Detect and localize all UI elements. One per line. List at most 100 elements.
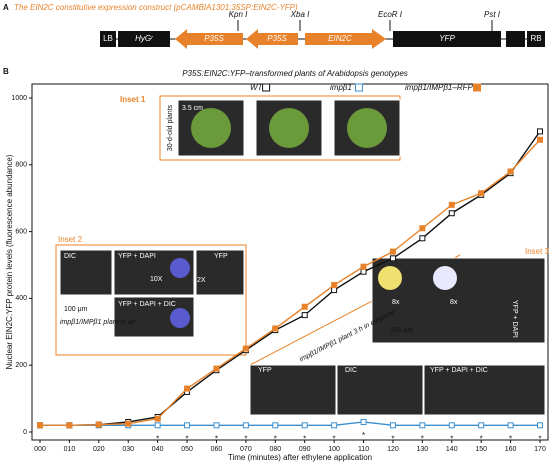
inset-label: DIC xyxy=(64,253,76,260)
micrograph xyxy=(249,364,337,416)
nucleus xyxy=(433,266,457,290)
micrograph xyxy=(195,249,245,296)
site-label: Pst I xyxy=(484,10,501,19)
legend-label: WT xyxy=(250,83,264,92)
data-point xyxy=(448,210,455,217)
inset-label: 8x xyxy=(450,299,458,306)
chart-title: P35S:EIN2C:YFP–transformed plants of Ara… xyxy=(182,69,408,78)
rosette xyxy=(347,108,387,148)
data-point xyxy=(301,303,308,310)
data-point xyxy=(537,422,543,429)
data-point xyxy=(537,136,543,143)
data-point xyxy=(37,422,43,429)
panel-label: A xyxy=(3,3,9,12)
panel-label: B xyxy=(3,67,9,76)
data-point xyxy=(331,282,338,289)
inset-frame xyxy=(55,244,247,356)
element-label: P35S xyxy=(267,34,287,43)
element-label: HyGʳ xyxy=(135,34,154,43)
data-point xyxy=(360,418,367,425)
rb-box xyxy=(527,31,545,47)
significance-mark: * xyxy=(244,434,247,443)
data-point xyxy=(419,422,426,429)
data-point xyxy=(448,422,455,429)
inset-label: 10X xyxy=(150,276,163,283)
site-label: Kpn I xyxy=(229,10,248,19)
x-tick-label: 020 xyxy=(93,446,105,453)
y-tick-label: 800 xyxy=(15,162,27,169)
inset-label: impβ1/IMPβ1 plant in air xyxy=(60,319,136,326)
x-tick-label: 010 xyxy=(64,446,76,453)
significance-mark: * xyxy=(391,434,394,443)
nucleus xyxy=(378,266,402,290)
data-point xyxy=(154,422,161,429)
site-label: Xba I xyxy=(290,10,310,19)
yfp-box xyxy=(393,31,501,47)
inset-label: YFP + DAPI + DIC xyxy=(118,301,176,308)
rosette xyxy=(191,108,231,148)
data-point xyxy=(331,287,338,294)
site-ticks xyxy=(237,20,493,31)
data-point xyxy=(507,168,514,175)
y-axis-label: Nuclear EIN2C:YFP protein levels (fluore… xyxy=(5,154,14,369)
micrograph xyxy=(371,257,546,344)
data-point xyxy=(507,422,514,429)
x-tick-label: 170 xyxy=(534,446,546,453)
data-point xyxy=(389,255,396,262)
micrograph xyxy=(423,364,546,416)
x-tick-label: 050 xyxy=(181,446,193,453)
significance-mark: * xyxy=(450,434,453,443)
inset-label: 2X xyxy=(197,277,206,284)
x-tick-label: 150 xyxy=(475,446,487,453)
series-line xyxy=(40,130,541,427)
x-tick-label: 080 xyxy=(269,446,281,453)
inset-title: Inset 3 xyxy=(525,247,550,256)
data-point xyxy=(448,201,455,208)
element-label: RB xyxy=(530,34,541,43)
p35s-arrow xyxy=(175,29,243,49)
construct-title: The EIN2C constitutive expression constr… xyxy=(14,3,298,12)
legend-label: impβ1 xyxy=(330,83,352,92)
inset-label: YFP + DAPI + DIC xyxy=(430,367,488,374)
inset-label: 100 μm xyxy=(390,327,414,334)
element-label: EIN2C xyxy=(328,34,352,43)
hyg-box xyxy=(118,31,170,47)
nucleus xyxy=(170,308,190,328)
data-point xyxy=(301,312,308,319)
plot-frame xyxy=(31,83,549,441)
data-point xyxy=(213,365,220,372)
inset-label: 3.5 cm xyxy=(182,105,203,112)
x-tick-label: 140 xyxy=(446,446,458,453)
element-label: P35S xyxy=(204,34,224,43)
data-point xyxy=(184,385,191,392)
legend-swatch xyxy=(355,83,363,92)
series-line xyxy=(40,139,541,427)
element-label: LB xyxy=(103,34,113,43)
x-tick-label: 120 xyxy=(387,446,399,453)
significance-mark: * xyxy=(215,434,218,443)
site-label: EcoR I xyxy=(378,10,403,19)
inset-label: YFP + DAPI xyxy=(118,253,156,260)
inset-label: DIC xyxy=(345,367,357,374)
data-point xyxy=(419,225,426,232)
inset-title: Inset 2 xyxy=(58,235,83,244)
inset-label: 100 μm xyxy=(64,306,88,313)
significance-mark: * xyxy=(362,431,365,440)
element-label: YFP xyxy=(439,34,455,43)
data-point xyxy=(478,422,485,429)
y-tick-label: 600 xyxy=(15,228,27,235)
x-tick-label: 090 xyxy=(299,446,311,453)
data-point xyxy=(272,325,279,332)
lb-box xyxy=(100,31,116,47)
inset-title: Inset 1 xyxy=(120,95,146,104)
significance-mark: * xyxy=(333,434,336,443)
data-point xyxy=(125,420,132,427)
data-point xyxy=(213,422,220,429)
x-tick-label: 130 xyxy=(417,446,429,453)
inset-label: YFP + DAPI xyxy=(511,300,518,338)
y-tick-label: 400 xyxy=(15,295,27,302)
x-tick-label: 000 xyxy=(34,446,46,453)
y-tick-label: 1000 xyxy=(11,95,27,102)
significance-mark: * xyxy=(421,434,424,443)
